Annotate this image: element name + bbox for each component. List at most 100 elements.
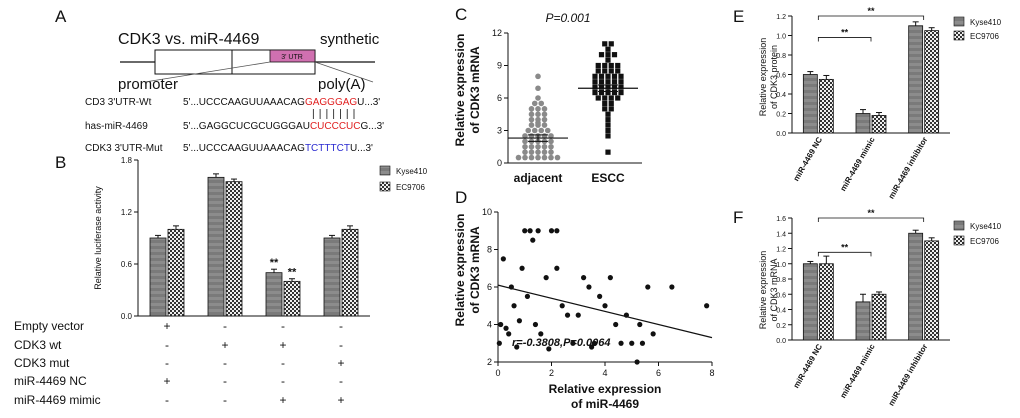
bar bbox=[802, 74, 818, 134]
seq-mut: 5'...UCCCAAGUUAAACAGTCTTTCTU...3' bbox=[183, 143, 373, 154]
condition-mark: + bbox=[337, 393, 344, 407]
escc-point bbox=[602, 95, 608, 101]
escc-point bbox=[595, 68, 601, 74]
adjacent-point bbox=[535, 143, 541, 150]
escc-point bbox=[615, 68, 621, 74]
escc-point bbox=[592, 84, 598, 90]
scatter-point bbox=[535, 228, 541, 234]
adjacent-point bbox=[528, 116, 535, 123]
escc-point bbox=[598, 79, 605, 85]
x-tick-label: miR-4469 mimic bbox=[838, 135, 877, 193]
escc-point bbox=[602, 68, 608, 74]
y-tick-label: 1.0 bbox=[776, 262, 786, 269]
escc-point bbox=[611, 84, 618, 90]
y-tick-label: 2 bbox=[487, 357, 492, 367]
y-tick-label: 0.6 bbox=[776, 292, 786, 299]
scatter-point bbox=[543, 275, 549, 281]
panel-a-title: CDK3 vs. miR-4469 bbox=[118, 31, 259, 48]
x-tick-label: 6 bbox=[656, 368, 661, 378]
scatter-point bbox=[602, 303, 608, 309]
significance-mark: ** bbox=[270, 257, 279, 269]
seq-mir-site: CUCCCUC bbox=[310, 121, 361, 132]
escc-point bbox=[605, 127, 611, 134]
condition-mark: - bbox=[165, 393, 169, 407]
adjacent-point bbox=[548, 138, 554, 145]
escc-point bbox=[605, 122, 611, 128]
bar bbox=[924, 30, 940, 134]
scatter-point bbox=[548, 228, 555, 234]
escc-point bbox=[605, 73, 611, 79]
regression-line bbox=[497, 284, 713, 339]
adjacent-point bbox=[541, 143, 548, 150]
seq-label-wt: CD3 3'UTR-Wt bbox=[85, 97, 152, 108]
legend-b: Kyse410 EC9706 bbox=[379, 165, 428, 192]
y-tick-label: 1.0 bbox=[776, 34, 786, 41]
adjacent-point bbox=[522, 154, 528, 161]
y-tick-label: 9 bbox=[497, 61, 502, 71]
seq-label-mut: CDK3 3'UTR-Mut bbox=[85, 143, 163, 154]
escc-point bbox=[611, 73, 618, 79]
adjacent-point bbox=[538, 127, 545, 134]
scatter-point bbox=[511, 303, 517, 309]
y-tick-label: 0.4 bbox=[776, 92, 786, 99]
chart-e: 0.0 0.2 0.4 0.6 0.8 1.0 1.2 miR-4469 NC miR-4469… bbox=[776, 6, 950, 200]
scatter-point bbox=[527, 228, 533, 234]
scatter-point bbox=[500, 256, 506, 262]
y-tick-label: 0 bbox=[497, 158, 502, 168]
condition-label: miR-4469 NC bbox=[14, 374, 87, 388]
legend-e-swatch-ec bbox=[953, 30, 965, 41]
seq-wt: 5'...UCCCAAGUUAAACAGGAGGGAGU...3' bbox=[183, 97, 380, 108]
y-tick-label: 0.2 bbox=[776, 323, 786, 330]
condition-mark: - bbox=[281, 374, 285, 388]
significance-mark: ** bbox=[867, 6, 875, 16]
significance-mark: ** bbox=[867, 208, 875, 218]
y-tick-label: 1.4 bbox=[776, 231, 786, 238]
escc-point bbox=[605, 133, 611, 139]
scatter-point bbox=[613, 321, 619, 328]
condition-mark: + bbox=[221, 338, 228, 352]
escc-point bbox=[605, 79, 611, 85]
scatter-point bbox=[629, 340, 635, 346]
y-tick-label: 1.2 bbox=[776, 247, 786, 254]
y-tick-label: 4 bbox=[487, 320, 492, 330]
escc-point bbox=[595, 62, 601, 69]
condition-mark: - bbox=[339, 319, 343, 333]
chart-c: 0 3 6 9 12 adjacent ESCC bbox=[492, 28, 642, 185]
legend-f-swatch-ec bbox=[953, 235, 965, 246]
scatter-point bbox=[554, 265, 560, 271]
y-tick-label: 1.8 bbox=[121, 156, 133, 165]
legend-f-swatch-kyse bbox=[953, 220, 965, 231]
y-tick-label: 6 bbox=[487, 282, 492, 292]
adjacent-point bbox=[522, 149, 528, 155]
escc-point bbox=[611, 52, 618, 58]
y-tick-label: 0.0 bbox=[121, 312, 133, 321]
adjacent-point bbox=[528, 122, 535, 128]
adjacent-point bbox=[541, 122, 548, 128]
panel-c: C P=0.001 Relative expression of CDK3 mR… bbox=[453, 5, 642, 185]
y-tick-label: 0.0 bbox=[776, 131, 786, 138]
scatter-point bbox=[597, 293, 603, 299]
escc-point bbox=[605, 46, 611, 52]
x-tick-label: miR-4469 inhibitor bbox=[887, 136, 930, 201]
condition-mark: - bbox=[165, 356, 169, 370]
significance-mark: ** bbox=[288, 267, 297, 279]
escc-point bbox=[618, 89, 624, 96]
c-ylabel-2: of CDK3 mRNA bbox=[468, 46, 482, 134]
y-tick-label: 0.8 bbox=[776, 53, 786, 60]
adjacent-point bbox=[522, 133, 528, 139]
bar bbox=[908, 25, 924, 134]
panel-label-b: B bbox=[55, 153, 66, 172]
x-tick-label: miR-4469 inhibitor bbox=[887, 343, 930, 408]
escc-point bbox=[592, 89, 598, 96]
escc-point bbox=[608, 95, 614, 101]
condition-label: Empty vector bbox=[14, 319, 84, 333]
scatter-point bbox=[496, 340, 502, 346]
scatter-point bbox=[546, 346, 552, 352]
bar bbox=[323, 237, 341, 317]
panel-label-a: A bbox=[55, 7, 67, 26]
d-ylabel-2: of CDK3 mRNA bbox=[468, 226, 482, 314]
utr-box bbox=[269, 49, 316, 63]
panel-b: B Relative luciferase activity 0.0 0.6 1.2… bbox=[14, 153, 428, 407]
escc-point bbox=[618, 84, 624, 90]
adjacent-point bbox=[541, 111, 548, 118]
